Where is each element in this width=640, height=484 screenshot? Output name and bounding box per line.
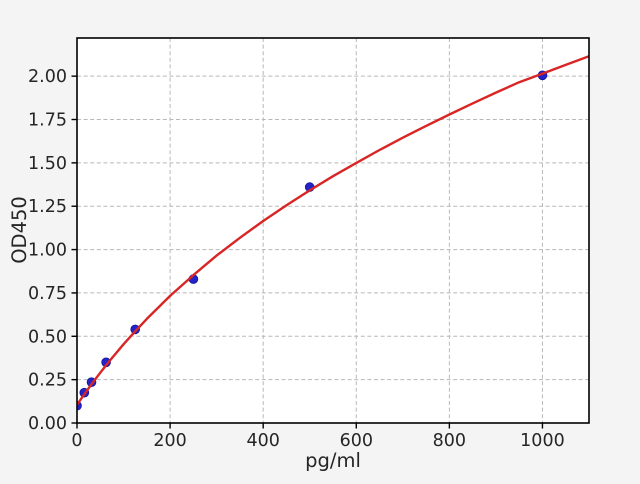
y-tick-label: 1.00 bbox=[28, 241, 67, 261]
x-tick-label: 0 bbox=[71, 431, 82, 451]
x-tick-labels: 0 200 400 600 800 1000 bbox=[71, 431, 564, 451]
x-tick-label: 800 bbox=[433, 431, 466, 451]
x-tick-label: 200 bbox=[153, 431, 186, 451]
y-tick-label: 2.00 bbox=[28, 67, 67, 87]
axis-tick-marks bbox=[71, 75, 544, 429]
x-tick-label: 1000 bbox=[520, 431, 565, 451]
x-tick-label: 600 bbox=[340, 431, 373, 451]
y-tick-label: 0.00 bbox=[28, 414, 67, 434]
plot-border bbox=[76, 37, 590, 424]
x-axis-label: pg/ml bbox=[305, 449, 361, 472]
y-tick-label: 1.50 bbox=[28, 154, 67, 174]
plot-area bbox=[77, 38, 589, 423]
y-tick-label: 1.75 bbox=[28, 111, 67, 131]
y-tick-labels: 0.00 0.25 0.50 0.75 1.00 1.25 1.50 1.75 2.00 bbox=[28, 67, 67, 434]
y-axis-label: OD450 bbox=[8, 196, 31, 264]
fit-curve-line bbox=[77, 55, 589, 406]
y-tick-label: 0.25 bbox=[28, 371, 67, 391]
gridlines bbox=[77, 38, 589, 423]
y-tick-label: 0.50 bbox=[28, 327, 67, 347]
y-tick-label: 1.25 bbox=[28, 197, 67, 217]
x-tick-label: 400 bbox=[246, 431, 279, 451]
y-tick-label: 0.75 bbox=[28, 284, 67, 304]
